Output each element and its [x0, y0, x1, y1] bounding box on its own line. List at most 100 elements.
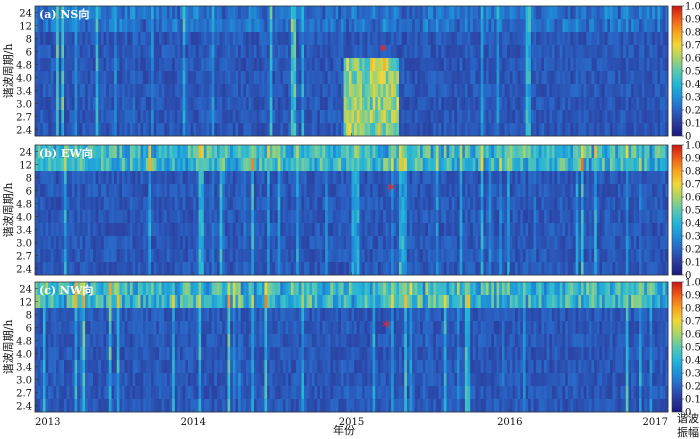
heatmap-cell	[56, 71, 60, 85]
heatmap-cell	[528, 145, 532, 159]
heatmap-cell	[158, 236, 162, 250]
heatmap-cell	[491, 84, 495, 98]
heatmap-cell	[180, 19, 183, 33]
heatmap-cell	[304, 197, 307, 211]
heatmap-cell	[40, 184, 44, 198]
heatmap-cell	[214, 71, 218, 85]
heatmap-cell	[227, 97, 231, 111]
heatmap-cell	[580, 97, 584, 111]
heatmap-cell	[333, 6, 336, 20]
heatmap-cell	[230, 184, 234, 198]
heatmap-cell	[145, 236, 149, 250]
heatmap-cell	[158, 184, 162, 198]
heatmap-cell	[412, 6, 416, 20]
heatmap-cell	[330, 184, 334, 198]
heatmap-cell	[296, 210, 300, 224]
heatmap-cell	[301, 123, 305, 137]
heatmap-cell	[71, 84, 75, 98]
heatmap-cell	[662, 71, 666, 85]
heatmap-cell	[69, 19, 73, 33]
heatmap-cell	[180, 45, 183, 59]
heatmap-cell	[623, 71, 627, 85]
heatmap-cell	[304, 158, 307, 172]
heatmap-cell	[129, 123, 133, 137]
heatmap-cell	[340, 210, 344, 224]
heatmap-cell	[164, 249, 168, 263]
heatmap-cell	[251, 19, 255, 33]
heatmap-cell	[275, 84, 278, 98]
y-tick-label: 3.4	[16, 87, 32, 98]
heatmap-cell	[169, 223, 173, 237]
heatmap-cell	[253, 84, 257, 98]
heatmap-cell	[187, 123, 191, 137]
heatmap-cell	[433, 145, 437, 159]
heatmap-cell	[464, 110, 468, 124]
heatmap-cell	[578, 184, 582, 198]
heatmap-cell	[306, 97, 310, 111]
heatmap-cell	[135, 249, 139, 263]
heatmap-cell	[140, 262, 144, 276]
heatmap-cell	[314, 58, 318, 72]
heatmap-cell	[406, 197, 410, 211]
heatmap-cell	[464, 123, 468, 137]
heatmap-cell	[509, 45, 513, 59]
heatmap-cell	[657, 184, 661, 198]
heatmap-cell	[478, 145, 482, 159]
heatmap-cell	[546, 158, 550, 172]
heatmap-cell	[517, 223, 521, 237]
heatmap-cell	[586, 123, 590, 137]
heatmap-cell	[356, 19, 360, 33]
heatmap-cell	[417, 32, 421, 46]
heatmap-cell	[562, 236, 566, 250]
heatmap-cell	[443, 84, 447, 98]
heatmap-cell	[264, 184, 268, 198]
y-tick-label: 2.4	[16, 126, 32, 137]
heatmap-cell	[441, 19, 445, 33]
heatmap-cell	[193, 158, 197, 172]
heatmap-cell	[486, 236, 489, 250]
heatmap-cell	[127, 210, 131, 224]
heatmap-cell	[599, 171, 603, 185]
heatmap-cell	[486, 6, 489, 20]
heatmap-cell	[132, 223, 136, 237]
heatmap-cell	[385, 84, 389, 98]
heatmap-cell	[90, 71, 94, 85]
heatmap-cell	[604, 171, 608, 185]
heatmap-cell	[517, 158, 521, 172]
heatmap-cell	[77, 171, 81, 185]
heatmap-cell	[369, 45, 373, 59]
heatmap-cell	[259, 71, 263, 85]
heatmap-cell	[657, 249, 661, 263]
heatmap-cell	[74, 184, 78, 198]
heatmap-cell	[544, 71, 547, 85]
heatmap-cell	[578, 262, 582, 276]
heatmap-cell	[496, 84, 500, 98]
heatmap-cell	[617, 197, 621, 211]
y-tick-label: 12	[19, 161, 32, 172]
heatmap-cell	[48, 45, 52, 59]
heatmap-cell	[462, 32, 466, 46]
heatmap-cell	[108, 71, 112, 85]
heatmap-cell	[319, 71, 323, 85]
heatmap-cell	[232, 158, 236, 172]
heatmap-cell	[607, 32, 611, 46]
heatmap-cell	[253, 223, 257, 237]
heatmap-cell	[364, 110, 368, 124]
heatmap-cell	[354, 184, 358, 198]
heatmap-cell	[71, 184, 75, 198]
heatmap-cell	[293, 223, 297, 237]
heatmap-cell	[322, 145, 326, 159]
heatmap-cell	[37, 97, 41, 111]
heatmap-cell	[261, 45, 265, 59]
heatmap-cell	[565, 97, 569, 111]
heatmap-cell	[427, 58, 431, 72]
heatmap-cell	[602, 145, 605, 159]
heatmap-cell	[264, 236, 268, 250]
heatmap-cell	[108, 6, 112, 20]
heatmap-cell	[594, 184, 598, 198]
heatmap-cell	[317, 6, 321, 20]
heatmap-cell	[520, 171, 524, 185]
heatmap-cell	[509, 262, 513, 276]
heatmap-cell	[129, 236, 133, 250]
